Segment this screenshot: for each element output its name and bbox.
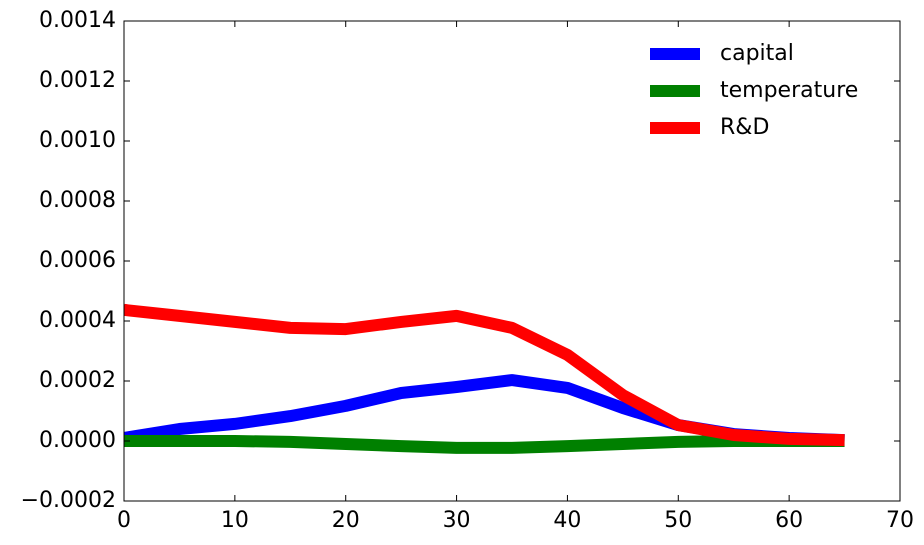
legend-label: temperature	[720, 78, 858, 103]
y-tick-label: 0.0014	[39, 8, 116, 33]
x-tick-label: 20	[332, 508, 360, 533]
x-tick-label: 10	[221, 508, 249, 533]
x-tick-label: 30	[443, 508, 471, 533]
legend-label: capital	[720, 41, 794, 66]
y-tick-label: 0.0000	[39, 428, 116, 453]
x-tick-label: 40	[553, 508, 581, 533]
line	[124, 303, 845, 447]
x-tick-label: 0	[117, 508, 131, 533]
y-tick-label: −0.0002	[21, 488, 116, 513]
y-tick-label: 0.0008	[39, 188, 116, 213]
y-tick-label: 0.0012	[39, 68, 116, 93]
x-tick-label: 70	[886, 508, 914, 533]
y-tick-label: 0.0002	[39, 368, 116, 393]
y-tick-label: 0.0004	[39, 308, 116, 333]
line	[124, 435, 845, 454]
x-tick-label: 50	[664, 508, 692, 533]
legend-label: R&D	[720, 115, 769, 140]
y-tick-label: 0.0010	[39, 128, 116, 153]
x-tick-label: 60	[775, 508, 803, 533]
y-tick-label: 0.0006	[39, 248, 116, 273]
